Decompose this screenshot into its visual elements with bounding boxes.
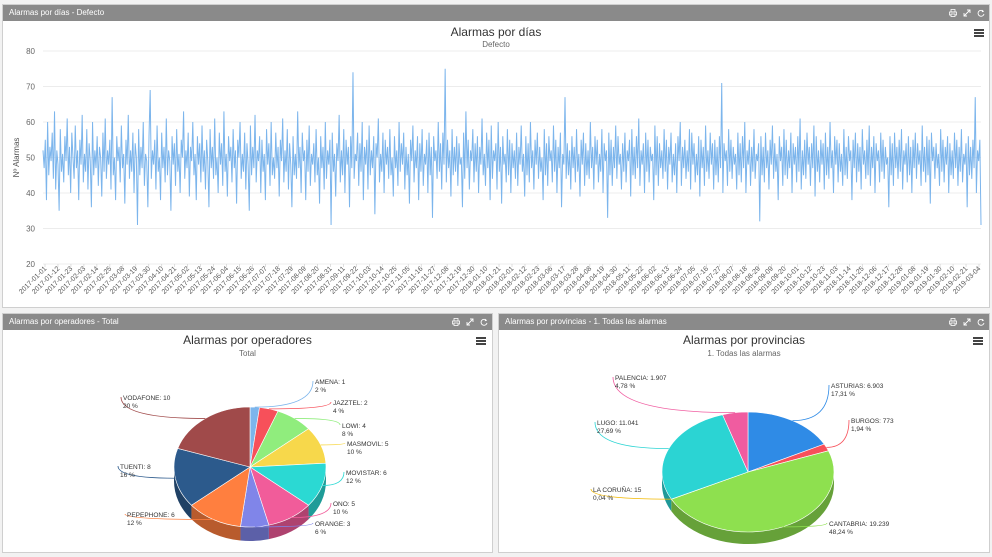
days-chart-subtitle: Defecto	[482, 40, 510, 49]
pie-label-name: CANTABRIA: 19.239	[829, 521, 890, 528]
pie-connector	[322, 471, 345, 486]
hamburger-menu-icon[interactable]	[973, 337, 983, 345]
pie-slice	[177, 406, 251, 468]
pie-connector	[254, 380, 314, 408]
pie-slice	[173, 448, 251, 506]
pie-label-name: MOVISTAR: 6	[346, 470, 387, 477]
expand-icon[interactable]	[962, 314, 971, 330]
pie-connector	[120, 396, 206, 419]
provinces-chart-subtitle: 1. Todas las alarmas	[707, 349, 781, 358]
days-panel-title: Alarmas por días - Defecto	[9, 8, 105, 17]
pie-slice	[722, 411, 749, 473]
pie-connector	[254, 522, 314, 528]
operators-chart-title: Alarmas por operadores	[183, 333, 312, 347]
pie-connector	[826, 419, 850, 448]
pie-label-name: ORANGE: 3	[315, 521, 351, 528]
pie-label-name: MASMOVIL: 5	[347, 441, 389, 448]
pie-slice-side	[174, 467, 192, 520]
pie-slice-side	[240, 525, 269, 541]
pie-label-pct: 1,94 %	[851, 426, 871, 433]
pie-label-pct: 12 %	[127, 520, 142, 527]
pie-slice-side	[671, 472, 834, 544]
pie-label-pct: 4,78 %	[615, 383, 635, 390]
pie-connector	[290, 502, 332, 519]
pie-label-name: LA CORUÑA: 15	[593, 485, 642, 494]
pie-label-pct: 4 %	[333, 408, 344, 415]
operators-panel-title: Alarmas por operadores - Total	[9, 317, 119, 326]
expand-icon[interactable]	[962, 5, 971, 21]
pie-slice	[747, 411, 825, 473]
pie-label-pct: 17,31 %	[831, 391, 855, 398]
y-tick-label: 20	[26, 260, 35, 269]
pie-label-name: VODAFONE: 10	[123, 395, 171, 402]
days-panel-header: Alarmas por días - Defecto	[3, 5, 989, 21]
pie-label-pct: 10 %	[333, 509, 348, 516]
pie-label-name: ASTURIAS: 6.903	[831, 383, 884, 390]
provinces-panel: Alarmas por provincias - 1. Todas las al…	[498, 313, 990, 553]
pie-slice	[661, 414, 749, 500]
pie-label-pct: 0,04 %	[593, 495, 613, 502]
provinces-panel-header: Alarmas por provincias - 1. Todas las al…	[499, 314, 989, 330]
pie-label-pct: 16 %	[120, 472, 135, 479]
pie-label-name: JAZZTEL: 2	[333, 400, 368, 407]
pie-slice-side	[268, 505, 309, 540]
pie-connector	[612, 376, 736, 414]
y-tick-label: 30	[26, 225, 35, 234]
pie-connector	[117, 465, 176, 479]
pie-connector	[792, 384, 830, 422]
refresh-icon[interactable]	[976, 5, 985, 21]
days-panel: Alarmas por días - Defecto Alarmas por d…	[2, 4, 990, 308]
operators-panel: Alarmas por operadores - Total Alarmas p…	[2, 313, 493, 553]
pie-label-pct: 6 %	[315, 529, 326, 536]
operators-pie-chart: AMENA: 12 % JAZZTEL: 24 % LOWI: 48 % MASMOV…	[117, 379, 389, 541]
days-chart-title: Alarmas por días	[450, 25, 542, 39]
refresh-icon[interactable]	[976, 314, 985, 330]
pie-label-pct: 20 %	[123, 403, 138, 410]
operators-chart-subtitle: Total	[239, 349, 256, 358]
pie-label-name: PEPEPHONE: 6	[127, 512, 175, 519]
pie-connector	[268, 401, 332, 410]
pie-connector	[320, 442, 346, 446]
pie-connector	[782, 522, 828, 528]
print-icon[interactable]	[948, 314, 957, 330]
print-icon[interactable]	[948, 5, 957, 21]
series-line	[42, 68, 982, 225]
pie-label-pct: 2 %	[315, 387, 326, 394]
provinces-panel-title: Alarmas por provincias - 1. Todas las al…	[505, 317, 667, 326]
pie-connector	[590, 488, 672, 500]
y-tick-label: 40	[26, 189, 35, 198]
pie-label-name: ONO: 5	[333, 501, 355, 508]
pie-label-name: LOWI: 4	[342, 423, 366, 430]
provinces-chart-title: Alarmas por provincias	[682, 333, 806, 347]
pie-connector	[124, 513, 214, 520]
y-tick-label: 50	[26, 154, 35, 163]
pie-label-name: LUGO: 11.041	[597, 420, 639, 427]
pie-label-name: PALENCIA: 1.907	[615, 375, 667, 382]
pie-slice-side	[191, 505, 241, 541]
refresh-icon[interactable]	[479, 314, 488, 330]
pie-slice-side	[308, 467, 326, 520]
pie-label-pct: 12 %	[346, 478, 361, 485]
print-icon[interactable]	[451, 314, 460, 330]
pie-label-pct: 8 %	[342, 431, 353, 438]
pie-connector	[294, 418, 341, 426]
operators-panel-header: Alarmas por operadores - Total	[3, 314, 492, 330]
y-tick-label: 60	[26, 118, 35, 127]
pie-label-name: BURGOS: 773	[851, 418, 894, 425]
pie-label-name: TUENTI: 8	[120, 464, 151, 471]
pie-label-name: AMENA: 1	[315, 379, 346, 386]
hamburger-menu-icon[interactable]	[974, 29, 984, 37]
y-tick-label: 80	[26, 47, 35, 56]
y-tick-label: 70	[26, 83, 35, 92]
y-axis-label: Nº Alarmas	[12, 138, 21, 178]
expand-icon[interactable]	[465, 314, 474, 330]
pie-connector	[594, 421, 669, 450]
pie-label-pct: 27,69 %	[597, 428, 621, 435]
pie-label-pct: 10 %	[347, 449, 362, 456]
hamburger-menu-icon[interactable]	[476, 337, 486, 345]
pie-label-pct: 48,24 %	[829, 529, 853, 536]
